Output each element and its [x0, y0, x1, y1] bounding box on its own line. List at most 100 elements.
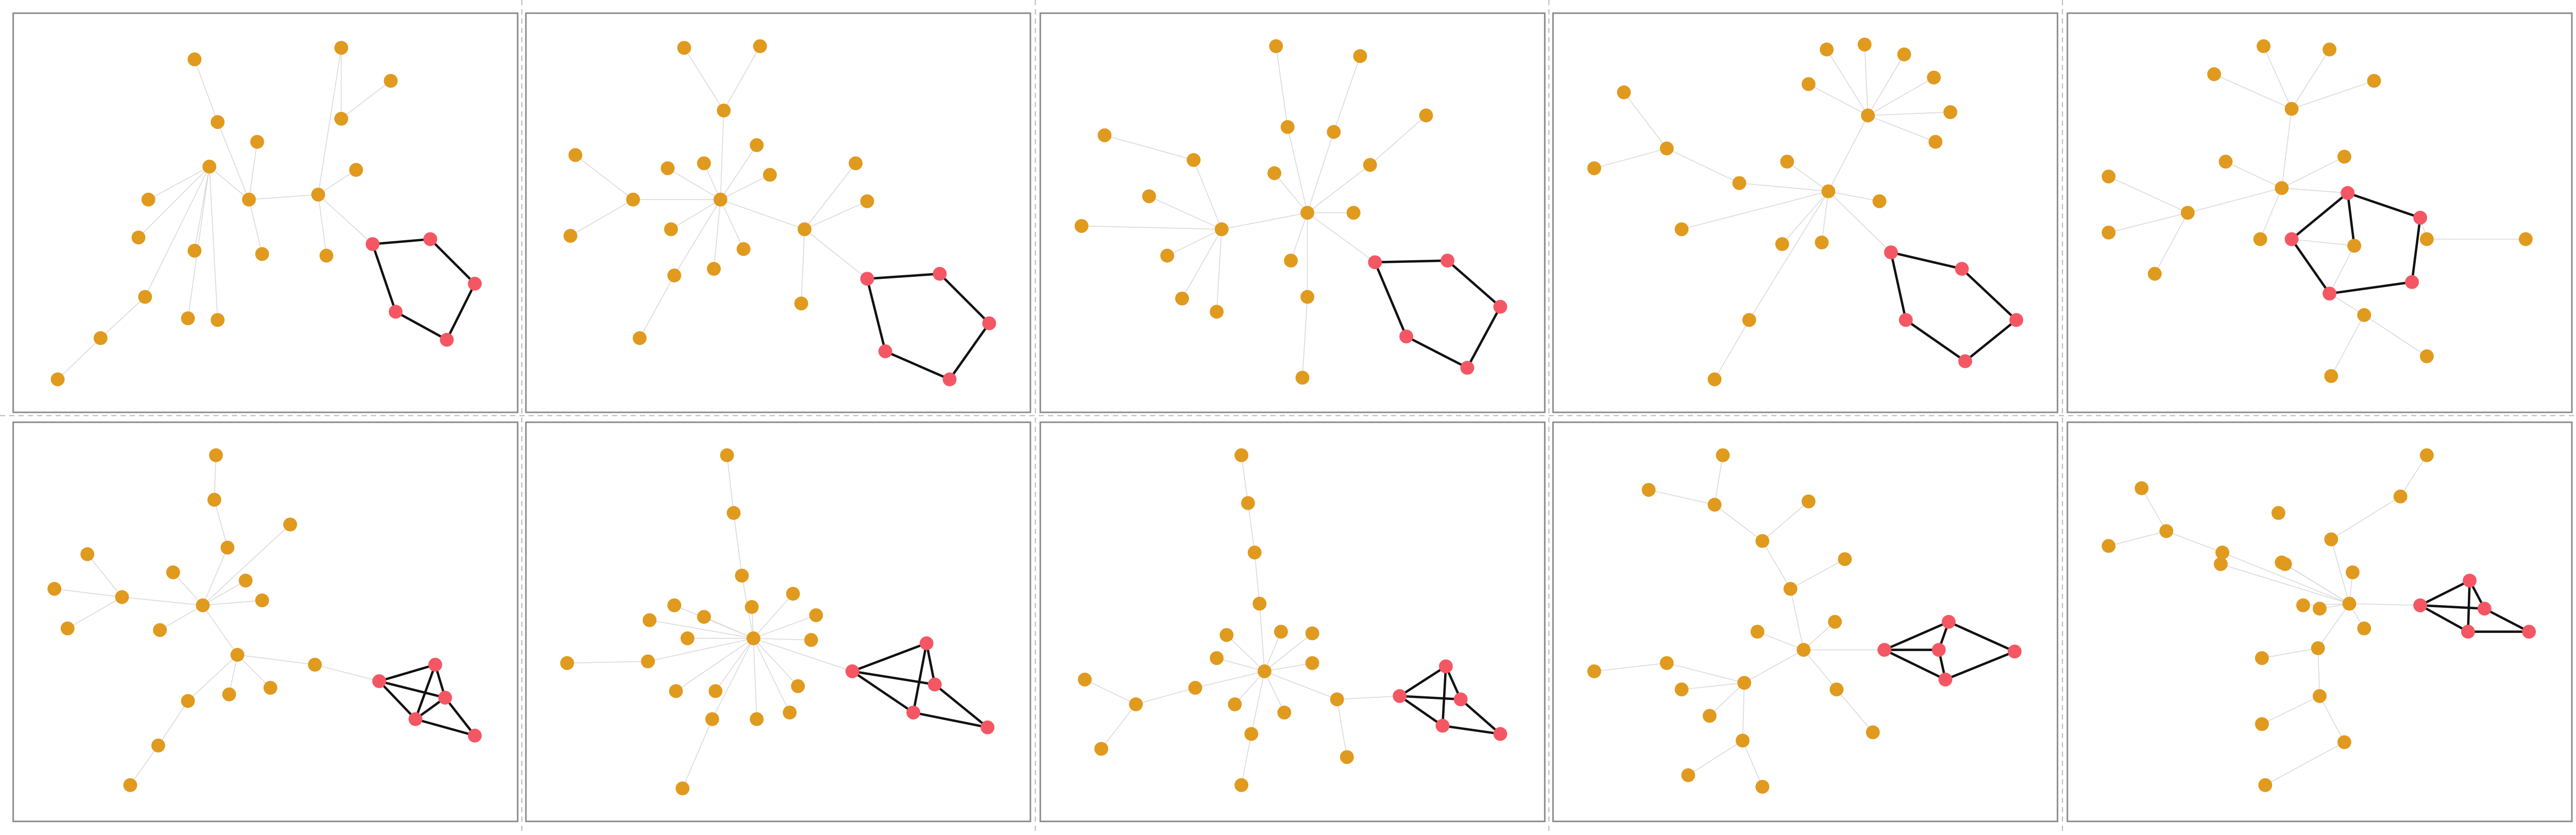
graph-node: [1284, 254, 1298, 268]
graph-edge: [1681, 682, 1744, 690]
graph-node: [1228, 697, 1242, 711]
graph-node: [2419, 448, 2434, 462]
graph-node: [1346, 206, 1361, 220]
graph-node: [1252, 596, 1267, 611]
graph-edge: [720, 145, 757, 200]
graph-node: [1702, 709, 1717, 723]
graph-edge: [1868, 115, 1936, 142]
graph-node: [230, 647, 245, 662]
graph-edge: [1762, 541, 1791, 589]
graph-edge: [1100, 704, 1137, 749]
graph-edge: [753, 638, 757, 720]
graph-node: [2255, 717, 2269, 731]
graph-edge: [715, 638, 754, 692]
graph-edge: [318, 169, 357, 195]
graph-edge: [1594, 148, 1667, 169]
motif-node: [845, 664, 859, 678]
graph-edge: [1195, 671, 1265, 689]
panel-frame: [1039, 421, 1546, 823]
graph-edge: [173, 572, 204, 606]
graph-node: [283, 517, 297, 532]
motif-edge: [2419, 604, 2486, 610]
graph-node: [152, 623, 167, 637]
graph-edge: [214, 499, 228, 548]
graph-node: [1857, 37, 1872, 52]
graph-node: [675, 781, 690, 796]
motif-edge: [445, 282, 476, 341]
graph-node: [717, 103, 731, 118]
graph-edge: [1762, 501, 1809, 542]
motif-node: [860, 272, 874, 286]
motif-edge: [1904, 319, 1967, 363]
graph-node: [334, 41, 348, 55]
graph-node: [2367, 74, 2381, 88]
panel-frame: [1552, 12, 2059, 413]
graph-node: [1188, 680, 1202, 695]
motif-edge: [851, 670, 915, 714]
graph-node: [2357, 621, 2371, 636]
graph-edge: [1369, 115, 1427, 165]
motif-node: [1393, 689, 1407, 703]
graph-node: [707, 262, 721, 276]
motif-edge: [1890, 251, 1907, 322]
graph-edge: [1868, 77, 1934, 116]
graph-node: [1681, 768, 1696, 782]
graph-node: [1943, 105, 1958, 120]
graph-node: [50, 372, 65, 387]
motif-node: [1931, 643, 1946, 657]
graph-edge: [57, 338, 101, 380]
panel-frame: [525, 421, 1031, 823]
motif-node: [1453, 692, 1468, 707]
graph-node: [188, 243, 202, 258]
motif-node: [927, 677, 942, 692]
motif-node: [372, 674, 386, 689]
graph-node: [1750, 625, 1765, 639]
motif-edge: [1446, 259, 1502, 308]
graph-edge: [1081, 225, 1222, 230]
panel-frame: [2066, 12, 2573, 413]
graph-edge: [1666, 148, 1740, 183]
graph-edge: [1264, 633, 1313, 672]
motif-node: [906, 705, 921, 720]
motif-edge: [378, 663, 437, 682]
motif-edge: [414, 717, 476, 737]
graph-edge: [2319, 696, 2345, 743]
graph-edge: [67, 596, 123, 629]
motif-node: [2405, 275, 2419, 289]
graph-edge: [2108, 176, 2188, 213]
graph-node: [2159, 524, 2174, 538]
graph-node: [1716, 448, 1730, 462]
graph-node: [1755, 534, 1770, 548]
graph-edge: [1259, 604, 1265, 672]
graph-edge: [202, 547, 228, 606]
motif-edge: [2467, 579, 2471, 633]
graph-edge: [1302, 296, 1308, 378]
motif-node: [408, 712, 422, 726]
motif-edge: [2346, 192, 2421, 219]
graph-node: [2337, 735, 2351, 749]
graph-node: [664, 222, 678, 237]
graph-node: [794, 296, 808, 311]
graph-node: [210, 115, 225, 129]
graph-edge: [1264, 631, 1282, 672]
motif-edge: [1960, 268, 2018, 322]
graph-edge: [2291, 49, 2330, 109]
graph-edge: [2214, 74, 2292, 109]
graph-node: [2147, 266, 2162, 281]
graph-node: [2213, 557, 2228, 571]
graph-edge: [1790, 559, 1845, 590]
graph-node: [2207, 67, 2222, 81]
graph-node: [2258, 778, 2273, 792]
graph-node: [708, 684, 723, 698]
graph-node: [2312, 689, 2327, 703]
graph-node: [2271, 506, 2285, 520]
graph-edge: [188, 166, 210, 319]
graph-edge: [194, 166, 210, 251]
graph-edge: [1714, 320, 1750, 380]
graph-edge: [2317, 603, 2350, 649]
motif-node: [1435, 719, 1450, 733]
graph-edge: [1254, 552, 1260, 604]
motif-edge: [948, 322, 991, 381]
graph-node: [1732, 176, 1747, 190]
graph-edge: [575, 155, 634, 200]
